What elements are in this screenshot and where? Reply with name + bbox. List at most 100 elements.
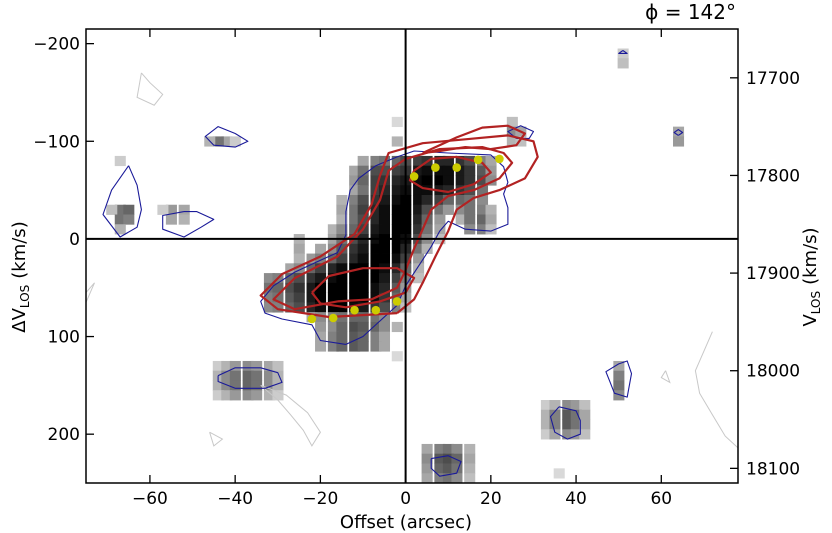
heatmap-pixel: [336, 204, 348, 215]
heatmap-pixel: [455, 185, 467, 196]
blue-contour: [102, 165, 142, 238]
heatmap-pixel: [242, 380, 254, 391]
heatmap-pixel: [114, 224, 126, 235]
heatmap-pixel: [476, 224, 489, 235]
heatmap-pixel: [421, 463, 433, 474]
heatmap-pixel: [579, 419, 591, 430]
heatmap-pixel: [540, 429, 552, 440]
y2-tick-label: 17700: [746, 69, 800, 89]
blue-contour: [549, 406, 581, 440]
heatmap-pixel: [455, 214, 467, 225]
heatmap-pixel: [327, 321, 339, 333]
peak-point: [409, 172, 419, 181]
heatmap-pixel: [579, 429, 591, 440]
heatmap-pixel: [673, 126, 685, 137]
heatmap-pixel: [212, 380, 224, 391]
heatmap-pixel: [229, 380, 241, 391]
heatmap-pixel: [178, 214, 190, 225]
heatmap-pixel: [421, 453, 433, 464]
heatmap-pixel: [357, 321, 369, 333]
heatmap-pixel: [613, 390, 625, 401]
heatmap-pixel: [229, 360, 241, 372]
heatmap-pixel: [434, 453, 446, 464]
heatmap-pixel: [391, 224, 403, 235]
heatmap-pixel: [442, 463, 454, 474]
gray-contour: [694, 331, 739, 449]
blue-contour: [673, 129, 684, 136]
heatmap-pixel: [617, 58, 629, 69]
heatmap-pixel: [391, 165, 403, 176]
heatmap-pixel: [549, 429, 561, 440]
heatmap-pixel: [570, 409, 582, 420]
y2-tick-label: 17900: [746, 264, 800, 284]
heatmap-pixel: [434, 473, 446, 484]
heatmap-pixel: [413, 263, 425, 274]
heatmap-pixel: [349, 165, 361, 176]
y-tick-label: 0: [69, 230, 80, 250]
axis-ticks: −60 −40 −20 0 20 40 60−200−1000100200177001780…: [33, 29, 800, 509]
heatmap-pixel: [285, 263, 297, 274]
y2-tick-label: 18100: [746, 459, 800, 479]
red-contour: [311, 267, 416, 309]
heatmap-pixel: [349, 194, 361, 206]
heatmap-pixel: [553, 468, 565, 479]
heatmap-pixel: [413, 253, 425, 264]
heatmap-pixel: [336, 194, 348, 206]
heatmap-pixel: [370, 312, 382, 323]
heatmap-pixel: [306, 302, 318, 313]
heatmap-pixel: [421, 165, 433, 176]
heatmap-pixel: [221, 136, 233, 147]
heatmap-pixel: [315, 302, 327, 313]
blue-contour: [507, 125, 535, 139]
heatmap-pixel: [421, 243, 433, 254]
heatmap-pixel: [370, 155, 382, 167]
heatmap-pixel: [391, 194, 403, 206]
heatmap-pixel: [506, 116, 518, 128]
y2-tick-label: 17800: [746, 166, 800, 186]
heatmap-pixel: [391, 302, 403, 313]
x-tick-label: −40: [217, 489, 253, 509]
heatmap-pixel: [370, 273, 382, 284]
heatmap-pixel: [464, 453, 476, 464]
heatmap-pixel: [315, 331, 327, 342]
heatmap-pixel: [327, 273, 339, 284]
heatmap-pixel: [391, 175, 403, 186]
blue-contour: [605, 360, 633, 398]
heatmap-pixel: [378, 282, 391, 294]
red-contour: [272, 146, 514, 311]
heatmap-pixel: [251, 390, 263, 401]
heatmap-pixel: [349, 341, 361, 352]
heatmap-pixel: [391, 253, 403, 264]
heatmap-pixel: [315, 321, 327, 333]
heatmap-pixel: [349, 331, 361, 342]
heatmap-pixel: [485, 204, 497, 215]
y-tick-label: 100: [48, 328, 80, 348]
heatmap-pixel: [476, 204, 489, 215]
heatmap-pixel: [357, 243, 369, 254]
blue-contour: [430, 455, 462, 477]
heatmap-pixel: [315, 341, 327, 352]
gray-contour: [660, 370, 671, 384]
heatmap-pixel: [455, 194, 467, 206]
heatmap-pixel: [570, 429, 582, 440]
x-tick-label: −60: [132, 489, 168, 509]
heatmap-pixel: [349, 273, 361, 284]
heatmap-pixel: [263, 360, 275, 372]
heatmap-pixel: [349, 243, 361, 254]
heatmap-pixel: [613, 380, 625, 391]
heatmap-pixel: [336, 331, 348, 342]
heatmap-pixel: [485, 224, 497, 235]
heatmap-pixel: [442, 453, 454, 464]
heatmap-pixel: [327, 282, 339, 294]
heatmap-pixel: [378, 243, 391, 254]
heatmap-pixel: [357, 204, 369, 215]
heatmap-pixel: [306, 253, 318, 264]
blue-contour: [217, 367, 283, 389]
heatmap-pixel: [378, 302, 391, 313]
heatmap-pixel: [421, 473, 433, 484]
heatmap-pixel: [251, 380, 263, 391]
heatmap-pixel: [327, 302, 339, 313]
heatmap-pixel: [357, 292, 369, 303]
heatmap-pixel: [251, 370, 263, 381]
